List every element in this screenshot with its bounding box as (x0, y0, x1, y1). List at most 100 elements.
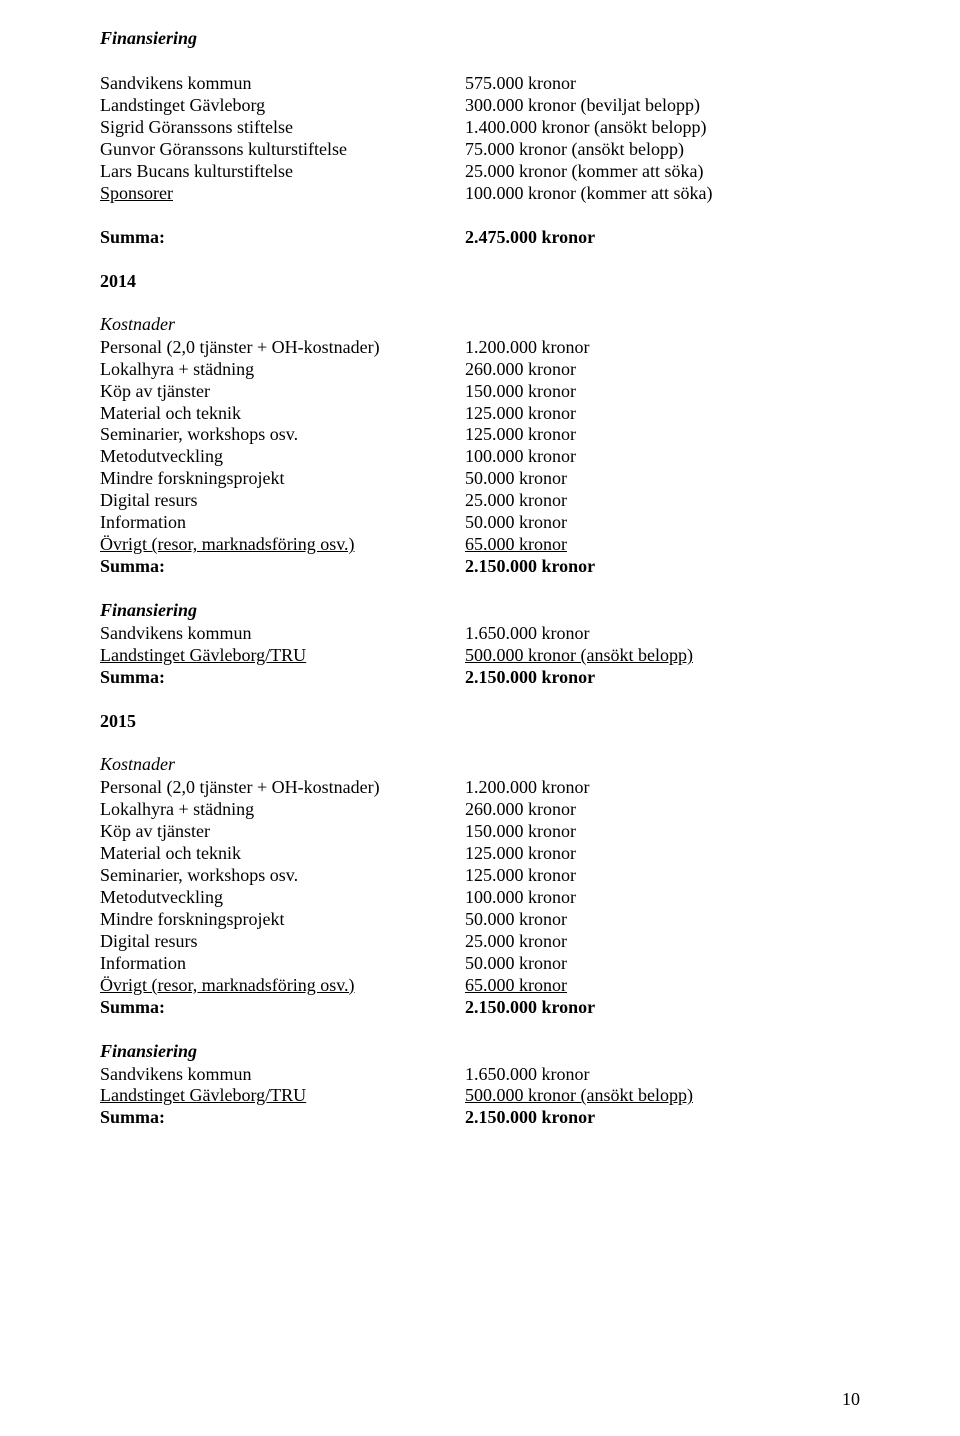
row-value: 500.000 kronor (ansökt belopp) (465, 1085, 860, 1107)
row-label: Sigrid Göranssons stiftelse (100, 117, 465, 139)
spacer (100, 689, 860, 711)
row-value: 125.000 kronor (465, 865, 860, 887)
row-label: Material och teknik (100, 403, 465, 425)
document-page: Finansiering Sandvikens kommun575.000 kr… (0, 0, 960, 1436)
row-value: 1.200.000 kronor (465, 337, 860, 359)
row-value: 2.475.000 kronor (465, 227, 860, 249)
row-label: Metodutveckling (100, 446, 465, 468)
row-label: Lokalhyra + städning (100, 359, 465, 381)
row-label: Sandvikens kommun (100, 1064, 465, 1086)
row-value: 25.000 kronor (465, 931, 860, 953)
row-label: Landstinget Gävleborg/TRU (100, 1085, 465, 1107)
section-title-finansiering: Finansiering (100, 28, 860, 49)
finansiering-rows: Sandvikens kommun575.000 kronorLandsting… (100, 73, 860, 183)
spacer (100, 249, 860, 271)
row-summa: Summa: 2.150.000 kronor (100, 1107, 860, 1129)
row-value: 300.000 kronor (beviljat belopp) (465, 95, 860, 117)
spacer (100, 1019, 860, 1041)
spacer (100, 292, 860, 314)
row-label: Personal (2,0 tjänster + OH-kostnader) (100, 337, 465, 359)
row-value: 1.200.000 kronor (465, 777, 860, 799)
row: Personal (2,0 tjänster + OH-kostnader)1.… (100, 777, 860, 799)
row-value: 65.000 kronor (465, 534, 860, 556)
row-label: Landstinget Gävleborg (100, 95, 465, 117)
row-label: Lokalhyra + städning (100, 799, 465, 821)
row-value: 260.000 kronor (465, 799, 860, 821)
row-label: Sandvikens kommun (100, 623, 465, 645)
row: Metodutveckling100.000 kronor (100, 446, 860, 468)
year-2015: 2015 (100, 711, 860, 732)
row: Seminarier, workshops osv.125.000 kronor (100, 424, 860, 446)
row: Digital resurs25.000 kronor (100, 490, 860, 512)
row-value: 125.000 kronor (465, 424, 860, 446)
row-label: Summa: (100, 227, 465, 249)
row: Landstinget Gävleborg/TRU 500.000 kronor… (100, 645, 860, 667)
row-label: Sponsorer (100, 183, 465, 205)
row-label: Summa: (100, 667, 465, 689)
row-value: 100.000 kronor (kommer att söka) (465, 183, 860, 205)
row-value: 100.000 kronor (465, 446, 860, 468)
row: Lokalhyra + städning260.000 kronor (100, 799, 860, 821)
row-value: 575.000 kronor (465, 73, 860, 95)
row: Mindre forskningsprojekt50.000 kronor (100, 909, 860, 931)
row: Köp av tjänster150.000 kronor (100, 821, 860, 843)
spacer (100, 578, 860, 600)
row-ovrigt: Övrigt (resor, marknadsföring osv.) 65.0… (100, 534, 860, 556)
row-label: Lars Bucans kulturstiftelse (100, 161, 465, 183)
row: Information50.000 kronor (100, 512, 860, 534)
section-title-finansiering: Finansiering (100, 1041, 860, 1062)
row: Landstinget Gävleborg/TRU 500.000 kronor… (100, 1085, 860, 1107)
row-label: Digital resurs (100, 490, 465, 512)
row-value: 2.150.000 kronor (465, 556, 860, 578)
row-label: Sandvikens kommun (100, 73, 465, 95)
spacer (100, 51, 860, 73)
section-title-kostnader: Kostnader (100, 314, 860, 335)
row-value: 50.000 kronor (465, 468, 860, 490)
row-value: 75.000 kronor (ansökt belopp) (465, 139, 860, 161)
row-summa: Summa: 2.150.000 kronor (100, 556, 860, 578)
row-label: Gunvor Göranssons kulturstiftelse (100, 139, 465, 161)
row-label: Summa: (100, 556, 465, 578)
row: Metodutveckling100.000 kronor (100, 887, 860, 909)
row-value: 2.150.000 kronor (465, 667, 860, 689)
row-value: 100.000 kronor (465, 887, 860, 909)
row: Seminarier, workshops osv.125.000 kronor (100, 865, 860, 887)
row-value: 125.000 kronor (465, 843, 860, 865)
row-summa: Summa: 2.150.000 kronor (100, 997, 860, 1019)
row-label: Mindre forskningsprojekt (100, 909, 465, 931)
row-value: 50.000 kronor (465, 512, 860, 534)
row-value: 50.000 kronor (465, 953, 860, 975)
kostnader-rows: Personal (2,0 tjänster + OH-kostnader)1.… (100, 777, 860, 975)
row-label: Övrigt (resor, marknadsföring osv.) (100, 975, 465, 997)
row-value: 1.650.000 kronor (465, 623, 860, 645)
row: Lars Bucans kulturstiftelse25.000 kronor… (100, 161, 860, 183)
row-label: Köp av tjänster (100, 821, 465, 843)
row-label: Summa: (100, 997, 465, 1019)
spacer (100, 205, 860, 227)
row-value: 500.000 kronor (ansökt belopp) (465, 645, 860, 667)
row-label: Övrigt (resor, marknadsföring osv.) (100, 534, 465, 556)
row: Digital resurs25.000 kronor (100, 931, 860, 953)
row-value: 2.150.000 kronor (465, 1107, 860, 1129)
row-value: 125.000 kronor (465, 403, 860, 425)
row-label: Seminarier, workshops osv. (100, 424, 465, 446)
row-summa: Summa: 2.150.000 kronor (100, 667, 860, 689)
row-value: 150.000 kronor (465, 381, 860, 403)
row-value: 25.000 kronor (465, 490, 860, 512)
row-sponsorer: Sponsorer 100.000 kronor (kommer att sök… (100, 183, 860, 205)
row-label: Material och teknik (100, 843, 465, 865)
row-value: 1.400.000 kronor (ansökt belopp) (465, 117, 860, 139)
row-label: Personal (2,0 tjänster + OH-kostnader) (100, 777, 465, 799)
row: Personal (2,0 tjänster + OH-kostnader)1.… (100, 337, 860, 359)
row: Köp av tjänster150.000 kronor (100, 381, 860, 403)
page-number: 10 (842, 1389, 860, 1410)
row: Information50.000 kronor (100, 953, 860, 975)
row-value: 65.000 kronor (465, 975, 860, 997)
row: Landstinget Gävleborg300.000 kronor (bev… (100, 95, 860, 117)
row-value: 25.000 kronor (kommer att söka) (465, 161, 860, 183)
row: Mindre forskningsprojekt50.000 kronor (100, 468, 860, 490)
row: Sigrid Göranssons stiftelse1.400.000 kro… (100, 117, 860, 139)
section-title-kostnader: Kostnader (100, 754, 860, 775)
row: Material och teknik125.000 kronor (100, 843, 860, 865)
row-summa: Summa: 2.475.000 kronor (100, 227, 860, 249)
